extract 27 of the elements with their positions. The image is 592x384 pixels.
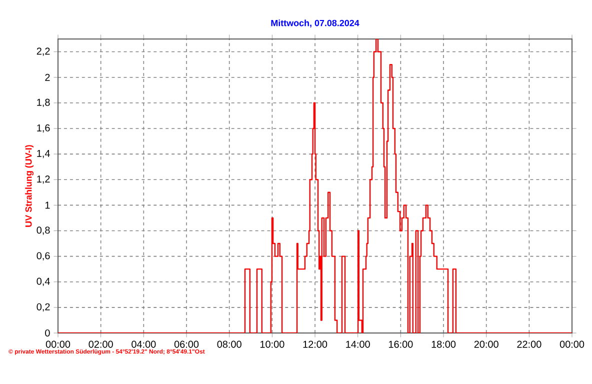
y-tick-label: 1,2 — [37, 175, 50, 184]
y-tick-label: 1 — [45, 202, 50, 209]
x-tick-label: 04:00 — [132, 340, 156, 348]
y-tick-label: 0,6 — [36, 252, 50, 260]
y-tick-label: 1,8 — [37, 98, 50, 108]
y-tick-label: 1,6 — [37, 124, 50, 133]
chart-title: Mittwoch, 07.08.2024 — [271, 20, 360, 28]
x-tick-label: 16:00 — [388, 340, 413, 348]
y-tick-label: 2 — [45, 74, 50, 81]
y-tick-label: 0 — [45, 329, 50, 337]
x-tick-label: 14:00 — [346, 340, 370, 348]
y-tick-label: 0,2 — [36, 303, 50, 312]
x-tick-label: 12:00 — [303, 340, 328, 348]
x-tick-label: 18:00 — [432, 340, 456, 348]
x-tick-label: 10:00 — [260, 340, 284, 348]
x-tick-label: 22:00 — [517, 340, 542, 348]
y-axis-title: UV Strahlung (UV-I) — [25, 145, 34, 227]
x-tick-label: 02:00 — [88, 340, 113, 348]
x-tick-label: 08:00 — [217, 340, 242, 348]
y-tick-label: 1,4 — [37, 150, 50, 158]
x-tick-label: 00:00 — [560, 340, 584, 348]
y-tick-label: 0,4 — [36, 278, 50, 286]
x-tick-label: 00:00 — [46, 340, 70, 348]
x-tick-label: 06:00 — [174, 340, 199, 348]
y-tick-label: 0,8 — [36, 226, 50, 235]
y-tick-label: 2,2 — [36, 48, 50, 56]
x-tick-label: 20:00 — [474, 340, 498, 348]
